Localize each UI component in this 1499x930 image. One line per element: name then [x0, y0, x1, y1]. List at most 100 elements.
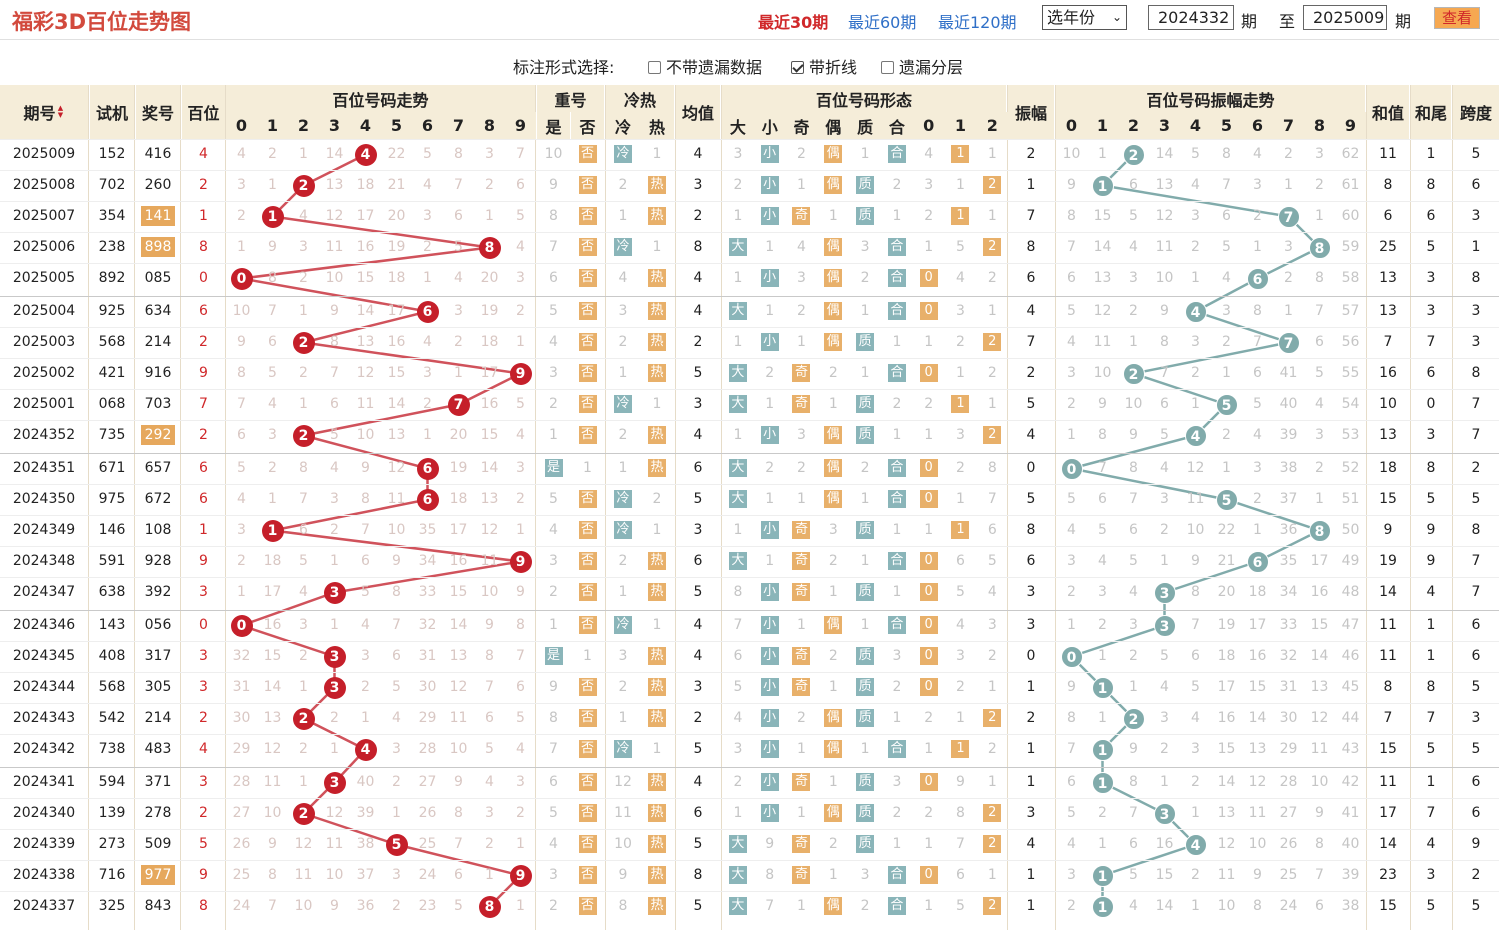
amp-omission: 1	[1284, 303, 1293, 319]
hotcold-value: 热	[648, 678, 666, 696]
from-period-input[interactable]: 2024332	[1148, 5, 1234, 30]
trend-table: 期号 ▲▼ 试机 奖号 百位 百位号码走势 0 1 2 3 4 5 6 7 8 9 重号是否冷热冷热均值 百位号码…	[0, 85, 1499, 930]
amp-omission: 8	[1067, 208, 1076, 224]
trend-omission: 11	[480, 553, 499, 569]
query-button[interactable]: 查看	[1434, 7, 1480, 29]
cold-cell: 冷	[606, 515, 640, 546]
form-value: 4	[956, 617, 965, 633]
period-unit-label: 期	[1241, 12, 1258, 31]
trial-cell: 146	[98, 522, 126, 538]
form-cell: 3	[945, 296, 977, 327]
row-divider	[0, 703, 1499, 704]
form-value: 小	[760, 521, 779, 539]
issue-cell: 2024337	[12, 898, 76, 914]
form-value: 合	[887, 269, 906, 287]
trial-cell: 892	[98, 270, 126, 286]
trend-omission: 34	[418, 553, 437, 569]
sum-tail-cell: 5	[1426, 898, 1436, 914]
trend-ball: 2	[292, 424, 315, 447]
sum-tail-cell: 7	[1426, 710, 1436, 726]
trend-omission: 11	[325, 239, 344, 255]
amp-omission: 6	[1129, 836, 1138, 852]
sum-tail-cell: 5	[1426, 239, 1436, 255]
trial-cell: 354	[98, 208, 126, 224]
hotcold-value: 2	[618, 177, 628, 193]
issue-cell: 2024349	[12, 522, 76, 538]
recent-30-link[interactable]: 最近30期	[758, 13, 829, 32]
form-cell: 2	[786, 296, 818, 327]
amp-ball: 1	[1091, 864, 1114, 887]
sum-tail-cell: 1	[1426, 617, 1436, 633]
repeat-value: 2	[549, 584, 558, 600]
amp-omission: 2	[1191, 239, 1200, 255]
form-value: 0	[919, 302, 938, 320]
winning-number: 214	[144, 710, 172, 726]
sum-cell: 6	[1383, 208, 1393, 224]
trend-ball: 9	[509, 362, 532, 385]
winning-cell: 634	[136, 296, 180, 327]
amp-omission: 40	[1279, 396, 1298, 412]
recent-60-link[interactable]: 最近60期	[848, 13, 917, 32]
option-omission-layer[interactable]: 遗漏分层	[881, 54, 963, 78]
trend-omission: 24	[232, 898, 251, 914]
amp-omission: 17	[1217, 679, 1236, 695]
span-cell: 6	[1471, 617, 1481, 633]
issue-header[interactable]: 期号 ▲▼	[0, 85, 88, 139]
sum-tail-cell: 8	[1426, 679, 1436, 695]
amp-omission: 12	[1186, 460, 1205, 476]
form-value: 质	[856, 333, 875, 351]
sort-icon[interactable]: ▲▼	[57, 104, 64, 119]
checkbox[interactable]	[648, 61, 661, 74]
option-with-line[interactable]: 带折线	[791, 54, 857, 78]
amp-digit-header: 2	[1118, 112, 1149, 139]
trend-omission: 1	[299, 774, 308, 790]
trend-omission: 20	[387, 208, 406, 224]
year-select[interactable]: 选年份 ⌄	[1042, 5, 1127, 30]
mean-cell: 5	[693, 491, 703, 507]
trend-omission: 3	[299, 617, 308, 633]
form-small-header: 小	[753, 112, 786, 139]
repeat-value: 否	[578, 897, 597, 915]
form-value: 1	[892, 836, 902, 852]
form-value: 大	[728, 395, 747, 413]
checkbox-checked[interactable]	[791, 61, 804, 74]
form-value: 1	[765, 239, 775, 255]
form-cell: 1	[849, 734, 881, 765]
form-value: 质	[856, 395, 875, 413]
amp-omission: 16	[1155, 836, 1174, 852]
sum-cell: 7	[1383, 710, 1393, 726]
trend-omission: 10	[294, 898, 313, 914]
issue-cell: 2025002	[12, 365, 76, 381]
form-cell: 9	[945, 767, 977, 798]
to-period-input[interactable]: 2025009	[1303, 5, 1387, 30]
form-value: 5	[987, 553, 997, 569]
hot-cell: 热	[640, 201, 674, 232]
form-cell: 1	[913, 232, 945, 263]
winning-number: 672	[144, 491, 172, 507]
option-no-omission[interactable]: 不带遗漏数据	[648, 54, 762, 78]
checkbox[interactable]	[881, 61, 894, 74]
winning-cell: 703	[136, 389, 180, 420]
trend-omission: 11	[387, 491, 406, 507]
form-value: 大	[728, 364, 747, 382]
column-divider	[1366, 85, 1367, 930]
trend-omission: 2	[299, 270, 308, 286]
amp-omission: 50	[1341, 522, 1360, 538]
repeat-yes-cell: 8	[537, 703, 570, 734]
amp-omission: 4	[1253, 427, 1262, 443]
sum-cell: 13	[1379, 427, 1397, 443]
hundreds-cell: 0	[199, 617, 208, 633]
form-value: 1	[860, 303, 870, 319]
amp-omission: 6	[1191, 648, 1200, 664]
repeat-no-cell: 否	[571, 891, 604, 922]
form-cell: 2	[913, 798, 945, 829]
form-cell: 偶	[817, 703, 849, 734]
row-divider	[0, 734, 1499, 735]
form-value: 2	[828, 648, 838, 664]
amp-omission: 9	[1160, 303, 1169, 319]
winning-number: 977	[140, 865, 176, 885]
recent-120-link[interactable]: 最近120期	[938, 13, 1017, 32]
form-value: 2	[892, 679, 902, 695]
repeat-value: 7	[549, 239, 558, 255]
repeat-value: 否	[578, 552, 597, 570]
